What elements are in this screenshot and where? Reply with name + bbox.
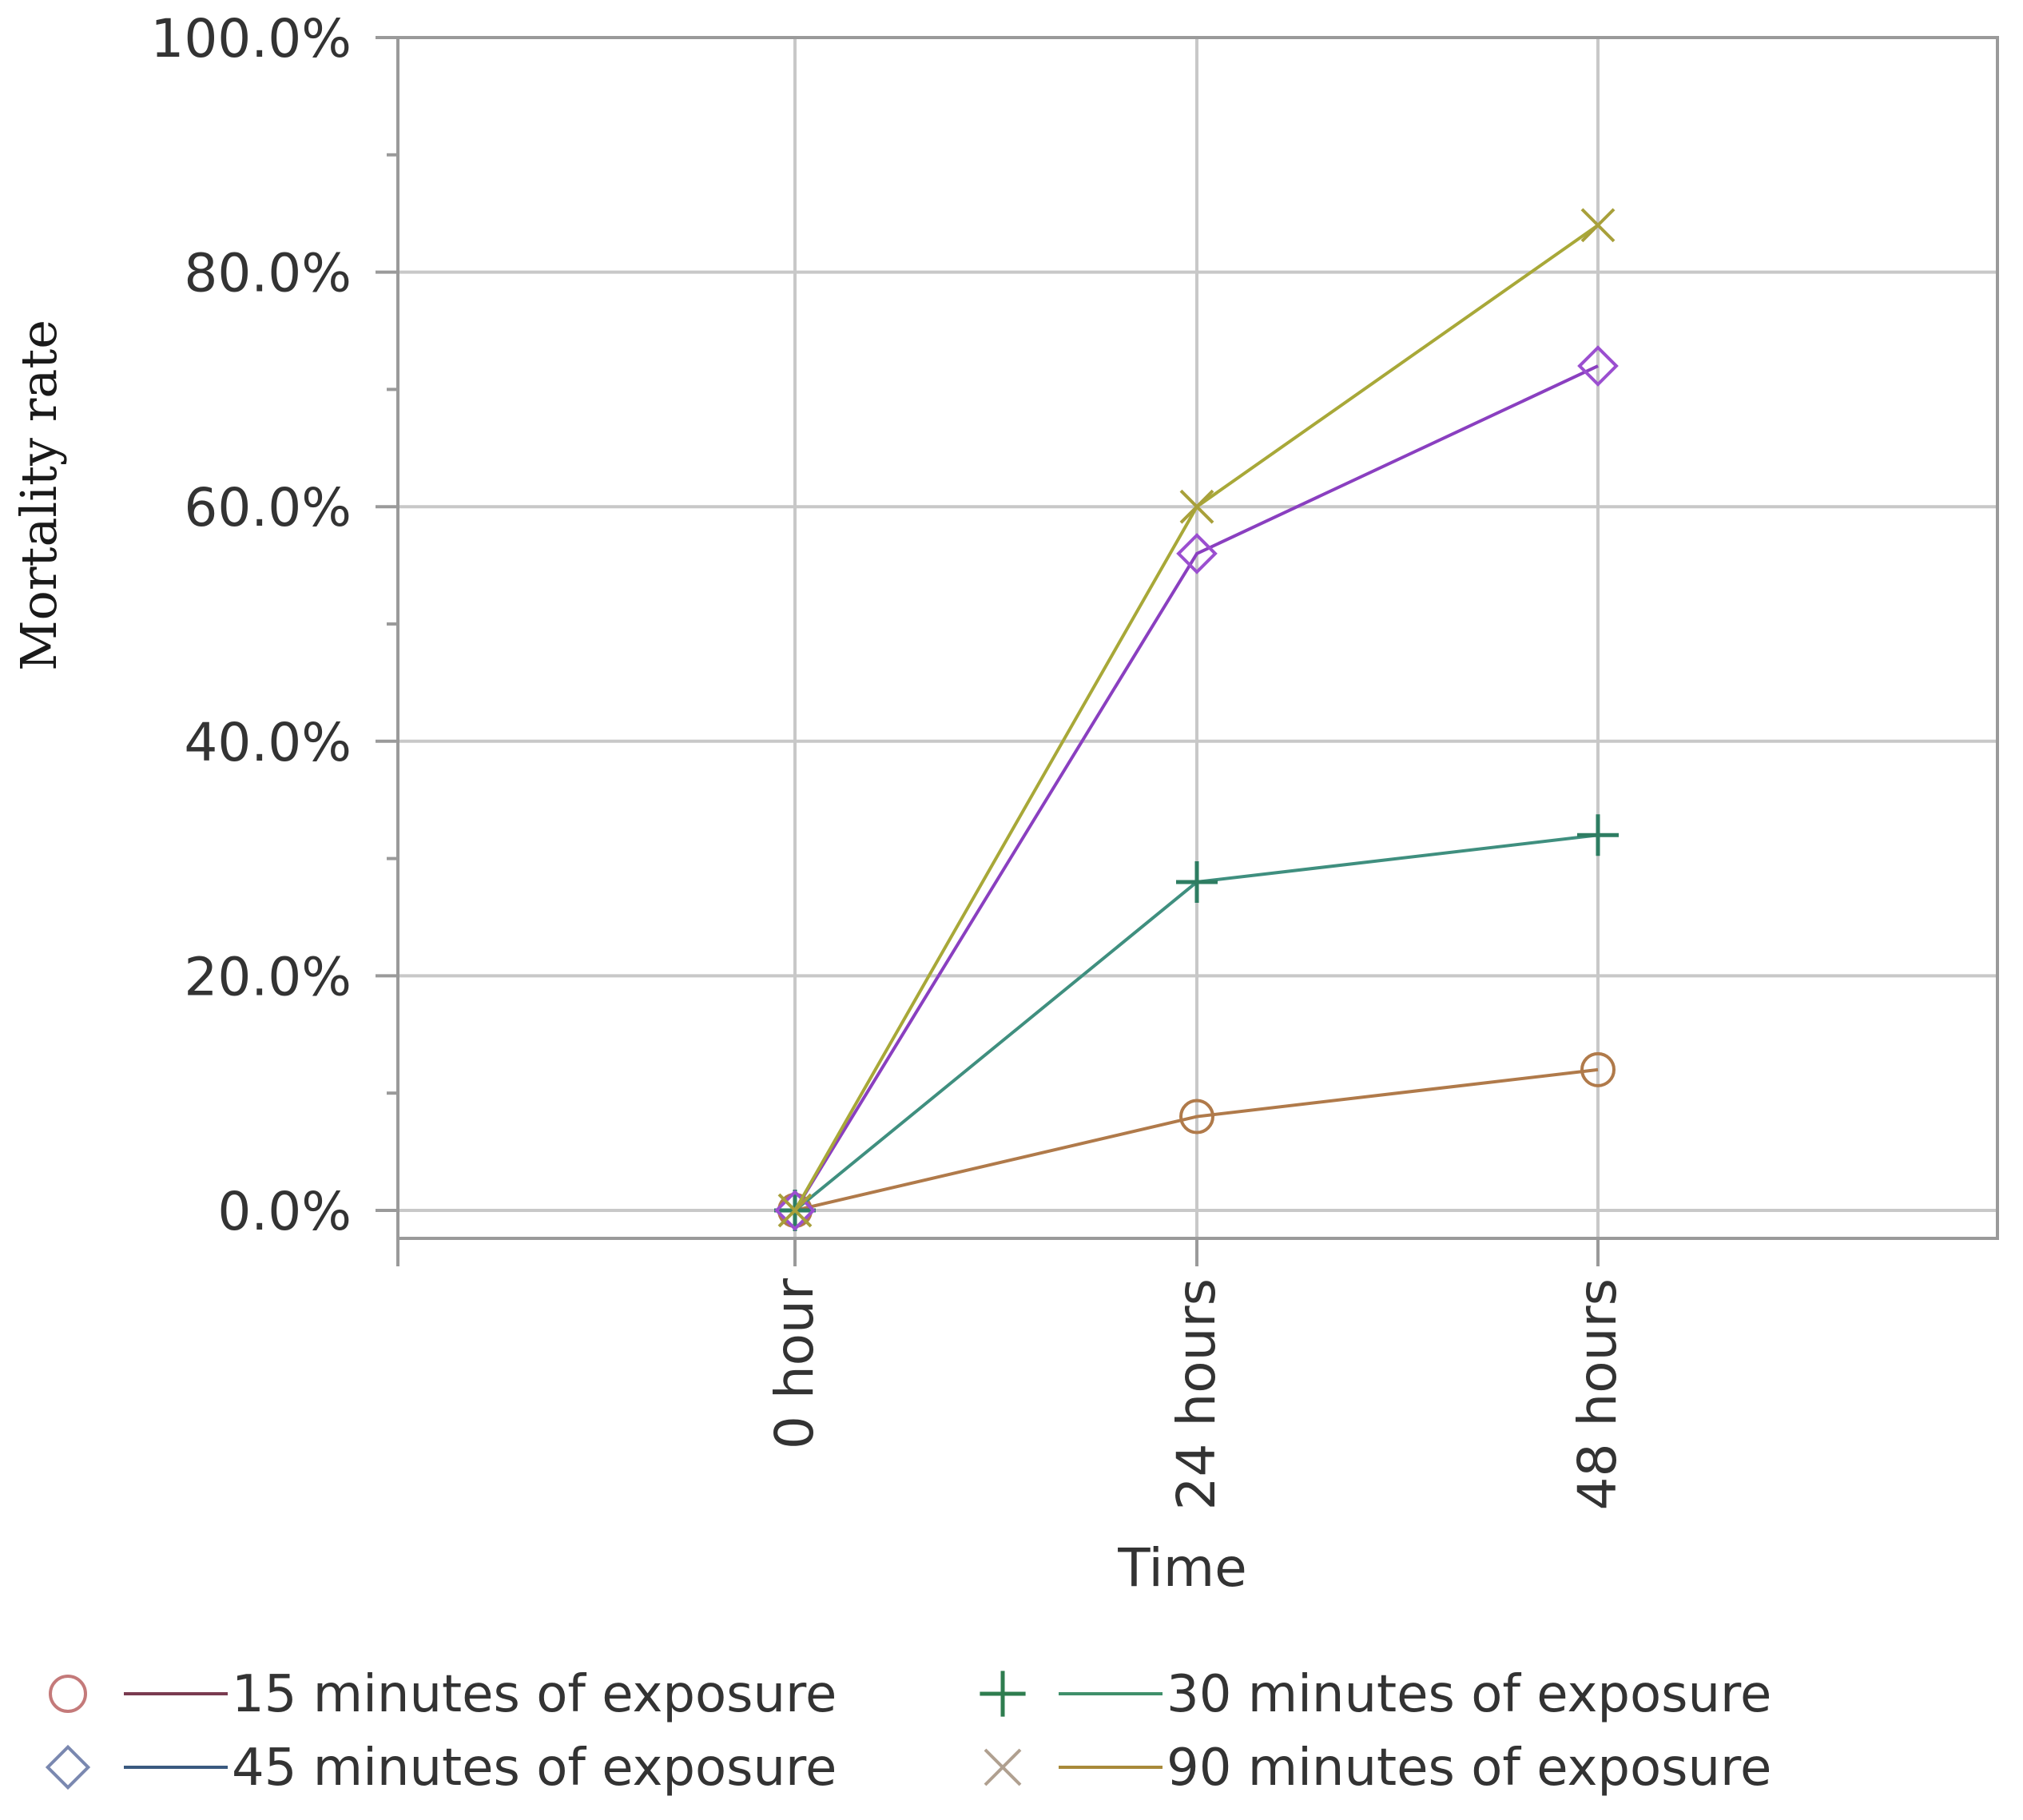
series xyxy=(774,208,1619,1231)
legend-marker-shape xyxy=(984,1748,1022,1786)
data-point-45min xyxy=(1176,533,1218,574)
data-point-90min xyxy=(1179,489,1214,524)
legend-marker-shape xyxy=(45,1744,91,1790)
legend-x-marker xyxy=(984,1748,1022,1786)
legend-marker-shape xyxy=(980,1671,1026,1717)
marker-stroke xyxy=(777,1193,813,1228)
data-point-15min xyxy=(1580,1051,1616,1087)
series-line-15min xyxy=(794,1067,1599,1212)
data-point-90min xyxy=(777,1193,813,1228)
legend-label-15min: 15 minutes of exposure xyxy=(232,1665,837,1724)
x-tick-label: 0 hour xyxy=(764,1278,825,1449)
legend-label-90min: 90 minutes of exposure xyxy=(1167,1739,1771,1798)
marker-stroke xyxy=(984,1748,1022,1786)
data-point-15min xyxy=(1179,1099,1214,1135)
series-line-45min xyxy=(793,364,1599,1212)
legend-item-90min: 90 minutes of exposure xyxy=(984,1739,1771,1798)
data-point-30min xyxy=(1577,814,1619,856)
y-tick-label: 100.0% xyxy=(150,8,352,70)
grid xyxy=(398,36,1997,1238)
legend-marker-shape xyxy=(49,1675,87,1713)
legend-item-15min: 15 minutes of exposure xyxy=(49,1665,837,1724)
legend-item-45min: 45 minutes of exposure xyxy=(45,1739,837,1798)
y-tick-label: 20.0% xyxy=(184,946,352,1007)
legend-item-30min: 30 minutes of exposure xyxy=(980,1665,1771,1724)
legend-label-30min: 30 minutes of exposure xyxy=(1167,1665,1771,1724)
axes xyxy=(376,36,1997,1266)
legend: 15 minutes of exposure 30 minutes of exp… xyxy=(45,1665,1771,1798)
y-tick-label: 80.0% xyxy=(184,243,352,304)
x-tick-label: 24 hours xyxy=(1166,1278,1227,1511)
marker-stroke xyxy=(1580,208,1616,243)
legend-circle-marker xyxy=(49,1675,87,1713)
y-tick-label: 60.0% xyxy=(184,477,352,538)
x-axis-title: Time xyxy=(1117,1537,1247,1599)
x-tick-label: 48 hours xyxy=(1567,1278,1628,1511)
legend-plus-marker xyxy=(980,1671,1026,1717)
data-point-45min xyxy=(774,1190,816,1231)
legend-label-45min: 45 minutes of exposure xyxy=(232,1739,837,1798)
x-tick-labels: 0 hour 24 hours 48 hours xyxy=(764,1278,1628,1510)
data-point-45min xyxy=(1577,345,1619,387)
y-axis-title: Mortality rate xyxy=(10,320,68,671)
y-tick-label: 40.0% xyxy=(184,712,352,773)
y-tick-labels: 0.0% 20.0% 40.0% 60.0% 80.0% 100.0% xyxy=(150,8,352,1242)
marker-stroke xyxy=(1179,489,1214,524)
data-point-30min xyxy=(1176,860,1218,903)
legend-diamond-marker xyxy=(45,1744,91,1790)
data-point-90min xyxy=(1580,208,1616,243)
y-tick-label: 0.0% xyxy=(217,1181,352,1242)
